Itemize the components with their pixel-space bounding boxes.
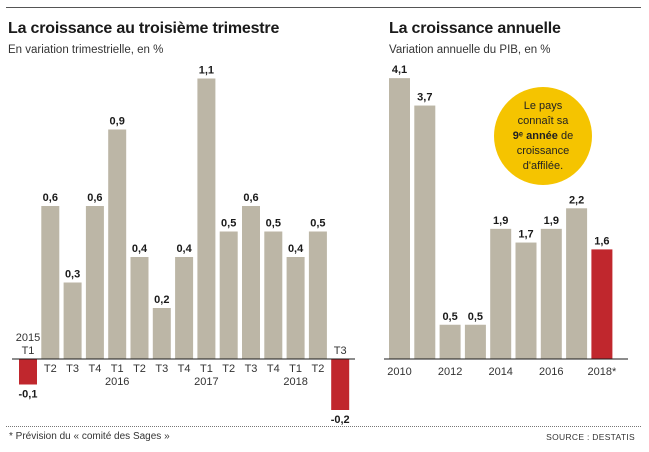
top-rule [6, 7, 641, 8]
value-label-quarter-15: -0,2 [331, 414, 350, 426]
bar-quarter-4 [85, 206, 104, 359]
value-label-quarter-14: 0,5 [310, 218, 325, 230]
value-label-quarter-3: 0,3 [65, 269, 80, 281]
value-label-year-2012: 0,5 [442, 311, 457, 323]
value-label-quarter-11: 0,6 [243, 192, 258, 204]
value-label-quarter-4: 0,6 [87, 192, 102, 204]
value-label-year-2010: 4,1 [392, 64, 407, 76]
bar-quarter-1 [19, 359, 37, 385]
value-label-year-2013: 0,5 [468, 311, 483, 323]
bar-quarter-2 [41, 206, 60, 359]
value-label-quarter-12: 0,5 [266, 218, 281, 230]
tick-label-quarter-11: T3 [245, 363, 258, 375]
callout-emphasis: 9ᵉ année [512, 129, 558, 142]
value-label-year-2015: 1,7 [518, 229, 533, 241]
bar-year-2012 [439, 324, 461, 359]
tick-label-year-2016: 2016 [539, 366, 563, 378]
tick-label-quarter-5: T1 [111, 363, 124, 375]
callout-line4: croissance [516, 144, 570, 157]
tick-label-year-2010: 2010 [387, 366, 411, 378]
right-chart-title: La croissance annuelle [389, 20, 561, 37]
tick-label-quarter-2: T2 [44, 363, 57, 375]
bar-year-2013 [464, 324, 486, 359]
value-label-year-2017: 2,2 [569, 194, 584, 206]
callout-line2: connaît sa [517, 114, 569, 127]
tick-label-year-2018: 2018* [588, 366, 617, 378]
value-label-year-2018: 1,6 [594, 235, 609, 247]
year-label-2016: 2016 [105, 376, 129, 388]
bar-quarter-14 [308, 231, 327, 359]
bar-quarter-15 [331, 359, 350, 410]
bar-year-2018 [591, 249, 613, 359]
bar-quarter-7 [152, 308, 171, 359]
tick-label-quarter-7: T3 [155, 363, 168, 375]
year-label-2017: 2017 [194, 376, 218, 388]
bar-year-2011 [414, 105, 436, 359]
bar-quarter-10 [219, 231, 238, 359]
bar-quarter-11 [242, 206, 260, 359]
year-label-2018: 2018 [283, 376, 307, 388]
left-chart-subtitle: En variation trimestrielle, en % [8, 44, 164, 56]
tick-label-quarter-10: T2 [222, 363, 235, 375]
value-label-quarter-13: 0,4 [288, 243, 304, 255]
value-label-quarter-10: 0,5 [221, 218, 236, 230]
value-label-quarter-2: 0,6 [43, 192, 58, 204]
bar-year-2016 [540, 228, 562, 359]
tick-label-quarter-14: T2 [311, 363, 324, 375]
right-chart-subtitle: Variation annuelle du PIB, en % [389, 44, 551, 56]
tick-label-year-2014: 2014 [488, 366, 512, 378]
value-label-year-2016: 1,9 [544, 215, 559, 227]
tick-label-quarter-3: T3 [66, 363, 79, 375]
value-label-quarter-1: -0,1 [19, 389, 38, 401]
callout-bubble: Le pays connaît sa 9ᵉ année de croissanc… [494, 87, 592, 185]
value-label-quarter-6: 0,4 [132, 243, 148, 255]
tick-label-quarter-13: T1 [289, 363, 302, 375]
value-label-quarter-8: 0,4 [176, 243, 192, 255]
callout-line3-rest: de [557, 129, 574, 142]
tick-label-quarter-8: T4 [178, 363, 191, 375]
bar-quarter-3 [63, 282, 82, 359]
footer-rule [6, 426, 641, 427]
bar-quarter-6 [130, 257, 149, 359]
value-label-quarter-9: 1,1 [199, 65, 214, 77]
footnote: * Prévision du « comité des Sages » [9, 431, 170, 442]
tick-label-quarter-4: T4 [88, 363, 101, 375]
year-label-2015: 2015 [16, 332, 40, 344]
tick-label-quarter-1: T1 [22, 345, 35, 357]
bar-year-2014 [490, 228, 512, 359]
callout-line1: Le pays [523, 99, 563, 112]
tick-label-quarter-12: T4 [267, 363, 280, 375]
tick-label-year-2012: 2012 [438, 366, 462, 378]
bar-quarter-5 [108, 129, 127, 359]
bar-quarter-12 [264, 231, 283, 359]
tick-label-quarter-6: T2 [133, 363, 146, 375]
bar-year-2010 [389, 78, 410, 360]
value-label-year-2011: 3,7 [417, 92, 432, 104]
value-label-year-2014: 1,9 [493, 215, 508, 227]
value-label-quarter-7: 0,2 [154, 294, 169, 306]
callout-line5: d'affilée. [522, 159, 564, 172]
tick-label-quarter-9: T1 [200, 363, 213, 375]
bar-quarter-8 [175, 257, 194, 359]
value-label-quarter-5: 0,9 [110, 116, 125, 128]
bar-quarter-13 [286, 257, 305, 359]
tick-label-quarter-15: T3 [334, 345, 347, 357]
bar-quarter-9 [197, 78, 216, 359]
bar-year-2015 [515, 242, 537, 359]
bar-year-2017 [566, 208, 588, 359]
source-credit: SOURCE : DESTATIS [546, 432, 635, 442]
left-chart-title: La croissance au troisième trimestre [8, 20, 280, 37]
